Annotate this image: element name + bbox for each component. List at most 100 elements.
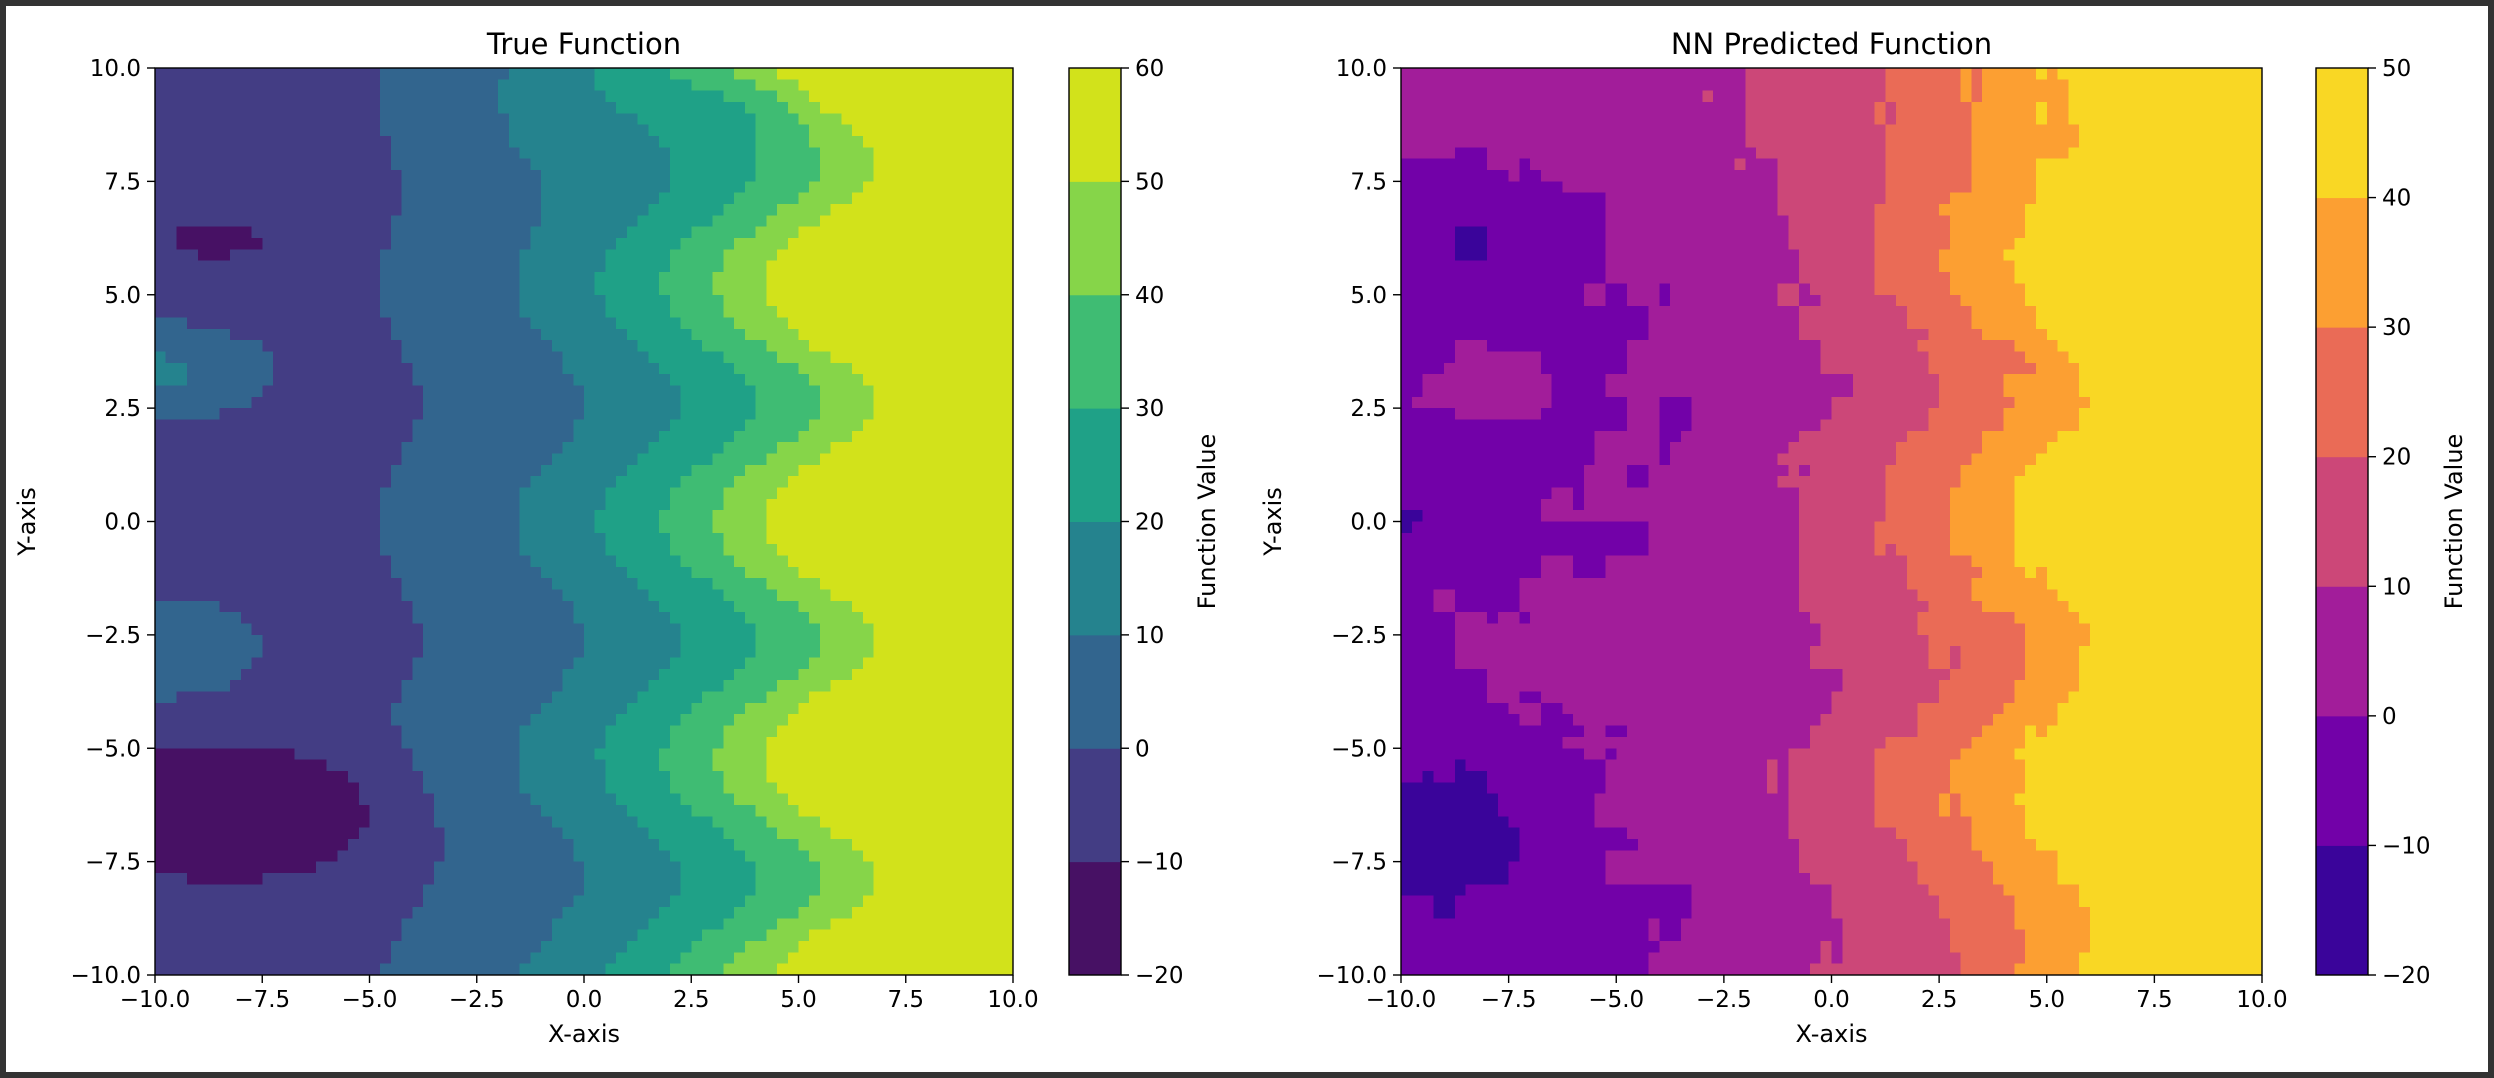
contour-cell [380,725,392,738]
contour-cell [605,759,617,772]
contour-cell [208,283,220,296]
contour-cell [712,215,725,228]
contour-cell [819,136,832,148]
contour-cell [626,532,639,545]
contour-cell [197,498,210,511]
contour-cell [401,702,413,715]
contour-cell [283,192,296,205]
contour-cell [766,328,778,341]
contour-cell [455,181,467,194]
contour-cell [584,850,596,863]
contour-cell [626,408,639,421]
contour-cell [530,906,542,919]
contour-cell [712,544,725,557]
contour-cell [723,725,735,738]
contour-cell [187,419,199,432]
contour-cell [187,238,199,250]
contour-cell [777,68,789,80]
contour-cell [669,929,682,942]
contour-cell [648,396,660,409]
contour-cell [476,884,489,897]
contour-cell [584,215,596,228]
contour-cell [412,306,424,319]
contour-cell [401,260,413,273]
contour-cell [562,510,574,523]
contour-cell [755,249,767,262]
contour-cell [616,272,628,285]
contour-cell [798,510,810,523]
contour-cell [691,612,703,625]
contour-cell [530,204,542,216]
contour-cell [326,306,338,319]
contour-cell [508,226,521,239]
contour-cell [508,374,521,387]
contour-cell [433,782,446,795]
contour-cell [819,362,832,375]
contour-cell [326,158,338,171]
contour-cell [573,770,585,783]
contour-cell [197,668,210,681]
contour-cell [744,906,757,919]
contour-cell [208,691,220,704]
contour-cell [315,963,328,976]
contour-cell [294,238,306,250]
contour-cell [701,249,714,262]
contour-cell [798,850,810,863]
contour-cell [369,351,381,364]
contour-cell [616,963,628,976]
contour-cell [680,691,692,704]
contour-cell [659,680,671,693]
contour-cell [605,963,617,976]
contour-cell [466,328,478,341]
contour-cell [551,929,564,942]
contour-cell [305,362,317,375]
contour-cell [358,283,371,296]
contour-cell [358,838,371,851]
contour-cell [337,521,349,534]
contour-cell [337,850,349,863]
contour-cell [573,895,585,908]
contour-cell [691,827,703,840]
contour-cell [787,680,800,693]
contour-cell [669,952,682,965]
contour-cell [176,181,188,194]
contour-cell [262,770,274,783]
contour-cell [637,691,649,704]
contour-cell [659,158,671,171]
contour-cell [605,714,617,727]
contour-cell [626,861,639,874]
contour-cell [734,952,746,965]
contour-cell [626,544,639,557]
contour-cell [701,306,714,319]
contour-cell [487,249,499,262]
contour-cell [680,340,692,353]
contour-cell [380,170,392,182]
contour-cell [165,68,178,80]
contour-cell [787,453,800,466]
contour-cell [466,918,478,931]
contour-cell [541,850,553,863]
contour-cell [637,680,649,693]
contour-cell [230,963,242,976]
contour-cell [616,408,628,421]
contour-cell [187,714,199,727]
contour-cell [744,578,757,591]
contour-cell [369,702,381,715]
contour-cell [240,725,253,738]
contour-cell [294,204,306,216]
contour-cell [487,872,499,885]
contour-cell [390,124,403,137]
contour-cell [734,102,746,114]
contour-cell [659,340,671,353]
contour-cell [219,827,231,840]
contour-cell [240,68,253,80]
contour-cell [605,532,617,545]
contour-cell [573,702,585,715]
contour-cell [541,714,553,727]
contour-cell [530,192,542,205]
contour-cell [455,838,467,851]
contour-cell [423,102,435,114]
contour-cell [326,272,338,285]
contour-cell [669,668,682,681]
contour-cell [358,702,371,715]
